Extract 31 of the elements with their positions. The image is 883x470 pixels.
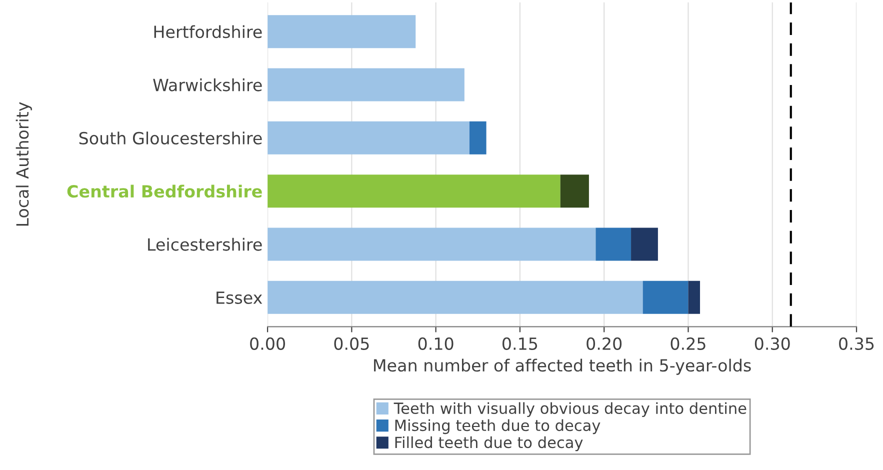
y-tick-label: Hertfordshire (154, 25, 262, 38)
bar (268, 121, 470, 154)
y-tick-label: Warwickshire (153, 78, 262, 92)
bar (469, 121, 486, 154)
y-tick-label: Central Bedfordshire (67, 184, 262, 198)
x-tick-label: 0.15 (502, 337, 538, 350)
x-tick-label: 0.00 (250, 337, 285, 350)
legend-label: Filled teeth due to decay (395, 436, 583, 452)
x-axis-title: Mean number of affected teeth in 5-year-olds (374, 358, 751, 375)
x-tick-label: 0.10 (418, 337, 454, 350)
bar (268, 68, 464, 102)
bar (268, 228, 596, 261)
bar (268, 280, 643, 314)
y-tick-label: Leicestershire (148, 238, 262, 251)
legend-label: Teeth with visually obvious decay into dentine (394, 402, 746, 417)
bar (596, 228, 632, 261)
bar (688, 280, 700, 314)
x-tick-label: 0.30 (754, 337, 790, 350)
y-tick-label: Essex (216, 292, 262, 304)
x-tick-label: 0.20 (586, 337, 622, 350)
legend-label: Missing teeth due to decay (395, 419, 600, 434)
x-tick-label: 0.25 (670, 337, 706, 350)
bar (268, 174, 560, 208)
bar (642, 280, 688, 314)
y-axis-title: Local Authority (16, 102, 32, 226)
x-tick-label: 0.35 (839, 337, 874, 350)
x-tick-label: 0.05 (334, 337, 369, 350)
y-tick-label: South Gloucestershire (79, 132, 262, 144)
bar (631, 228, 658, 261)
bar (560, 174, 589, 208)
bar (268, 15, 416, 48)
